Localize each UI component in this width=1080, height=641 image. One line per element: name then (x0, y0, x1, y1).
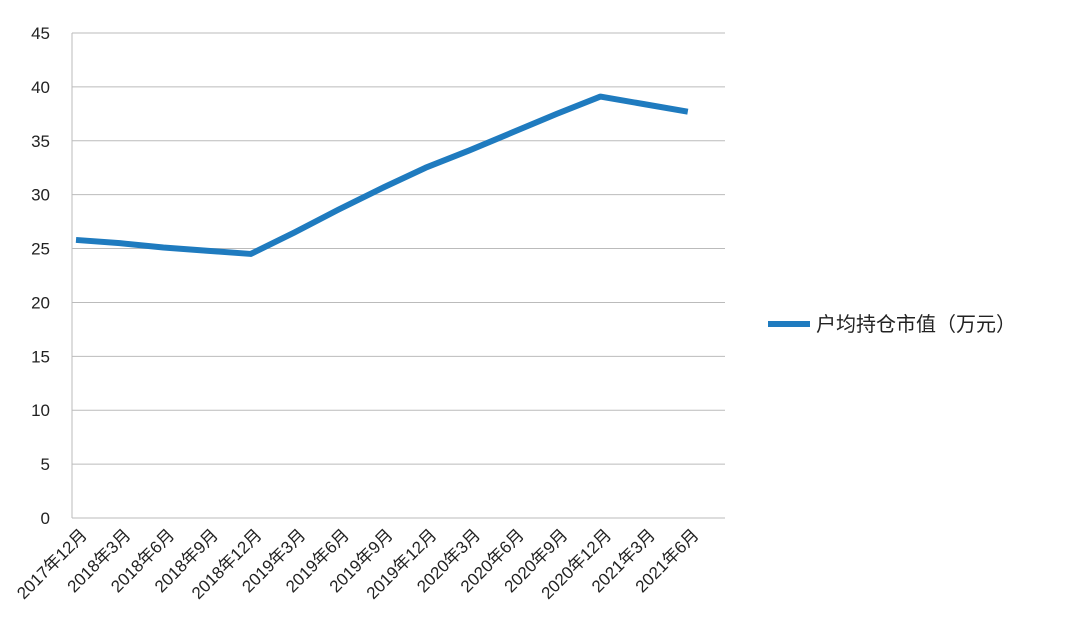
y-tick-label: 30 (31, 186, 50, 205)
y-tick-label: 5 (41, 455, 50, 474)
y-tick-label: 35 (31, 132, 50, 151)
y-tick-label: 20 (31, 293, 50, 312)
line (75, 93, 689, 257)
y-tick-label: 40 (31, 78, 50, 97)
y-tick-label: 10 (31, 401, 50, 420)
y-tick-label: 0 (41, 509, 50, 528)
y-tick-label: 45 (31, 24, 50, 43)
legend-label: 户均持仓市值（万元） (816, 313, 1016, 336)
y-tick-label: 15 (31, 347, 50, 366)
y-tick-label: 25 (31, 240, 50, 259)
